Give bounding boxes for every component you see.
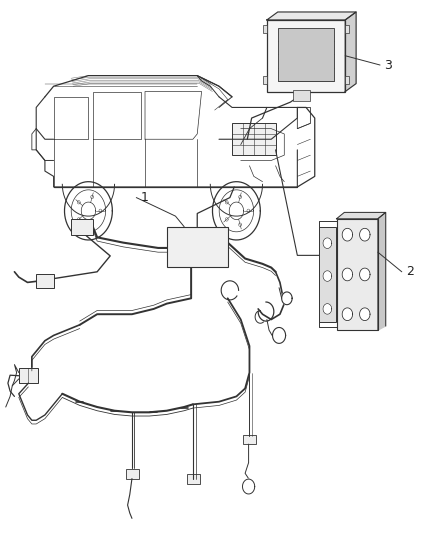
Bar <box>267 20 345 92</box>
Bar <box>167 227 228 266</box>
Polygon shape <box>282 292 292 305</box>
Polygon shape <box>267 12 356 20</box>
Polygon shape <box>360 228 370 241</box>
Polygon shape <box>323 304 332 314</box>
Bar <box>278 28 334 81</box>
Bar <box>187 474 200 484</box>
Text: 1: 1 <box>141 191 148 204</box>
Bar <box>345 76 349 84</box>
Bar <box>232 123 276 155</box>
Polygon shape <box>272 327 286 343</box>
Polygon shape <box>345 12 356 92</box>
Polygon shape <box>323 271 332 281</box>
Polygon shape <box>342 268 353 281</box>
Text: 3: 3 <box>385 59 392 71</box>
Text: 2: 2 <box>406 265 414 278</box>
Polygon shape <box>336 213 386 219</box>
Bar <box>345 25 349 33</box>
Bar <box>126 469 139 479</box>
Bar <box>263 25 267 33</box>
Bar <box>293 91 311 101</box>
Polygon shape <box>323 238 332 248</box>
Bar <box>319 227 336 322</box>
Polygon shape <box>342 308 353 320</box>
Bar <box>36 274 53 288</box>
Bar <box>243 434 256 444</box>
Polygon shape <box>360 268 370 281</box>
Polygon shape <box>342 228 353 241</box>
Polygon shape <box>360 308 370 320</box>
Bar <box>19 368 39 383</box>
Bar <box>263 76 267 84</box>
Bar <box>336 219 378 330</box>
Polygon shape <box>378 213 386 330</box>
Polygon shape <box>243 479 254 494</box>
Bar <box>71 219 93 235</box>
